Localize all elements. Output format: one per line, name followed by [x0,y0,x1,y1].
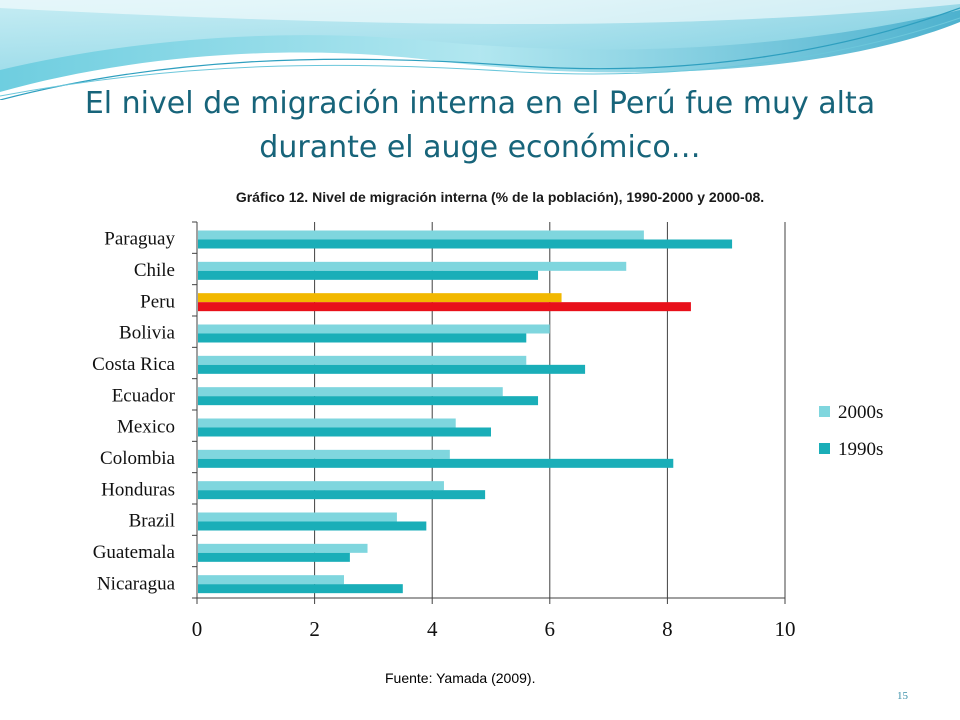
bar-1990s-mexico [198,427,491,437]
category-label-bolivia: Bolivia [119,323,176,344]
bar-2000s-costa-rica [198,355,527,365]
bar-2000s-paraguay [198,230,644,240]
category-label-chile: Chile [134,260,175,281]
bar-1990s-paraguay [198,239,733,249]
chart-title: Gráfico 12. Nivel de migración interna (… [235,189,765,205]
legend-swatch-2000s [819,406,830,417]
slide-number: 15 [897,690,908,702]
legend-label-2000s: 2000s [838,402,883,423]
bar-1990s-chile [198,270,539,280]
x-tick-label-2: 2 [309,617,320,641]
x-tick-label-4: 4 [427,617,438,641]
decorative-wave-banner [0,0,960,100]
x-tick-label-10: 10 [775,617,796,641]
x-tick-label-0: 0 [192,617,203,641]
category-label-honduras: Honduras [101,479,175,500]
bar-1990s-brazil [198,521,427,531]
slide-title: El nivel de migración interna en el Perú… [40,82,920,170]
slide-title-line-1: El nivel de migración interna en el Perú… [84,86,876,121]
x-tick-label-6: 6 [545,617,556,641]
x-tick-label-8: 8 [662,617,673,641]
category-label-peru: Peru [140,291,175,312]
bar-2000s-brazil [198,512,397,522]
bar-1990s-costa-rica [198,364,586,374]
bar-1990s-honduras [198,490,486,500]
category-label-brazil: Brazil [129,511,175,532]
bar-2000s-peru [198,293,562,303]
category-label-guatemala: Guatemala [93,542,176,563]
bar-1990s-ecuador [198,396,539,406]
bar-2000s-mexico [198,418,456,428]
bar-1990s-colombia [198,458,674,468]
bar-1990s-bolivia [198,333,527,343]
slide-title-line-2: durante el auge económico… [259,130,701,165]
category-label-colombia: Colombia [100,448,176,469]
bar-1990s-nicaragua [198,584,403,594]
bar-2000s-honduras [198,481,444,491]
category-label-ecuador: Ecuador [112,385,176,406]
category-label-costa-rica: Costa Rica [92,354,175,375]
bar-2000s-bolivia [198,324,550,334]
bar-2000s-chile [198,261,627,271]
bar-2000s-nicaragua [198,575,344,585]
legend-swatch-1990s [819,443,830,454]
source-note: Fuente: Yamada (2009). [385,670,536,686]
bar-1990s-guatemala [198,552,350,562]
bar-1990s-peru [198,302,691,312]
bar-2000s-ecuador [198,387,503,397]
legend-label-1990s: 1990s [838,439,883,460]
bar-2000s-guatemala [198,543,368,553]
category-label-paraguay: Paraguay [104,229,175,250]
category-label-mexico: Mexico [117,417,175,438]
category-label-nicaragua: Nicaragua [97,573,176,594]
bar-2000s-colombia [198,449,450,459]
